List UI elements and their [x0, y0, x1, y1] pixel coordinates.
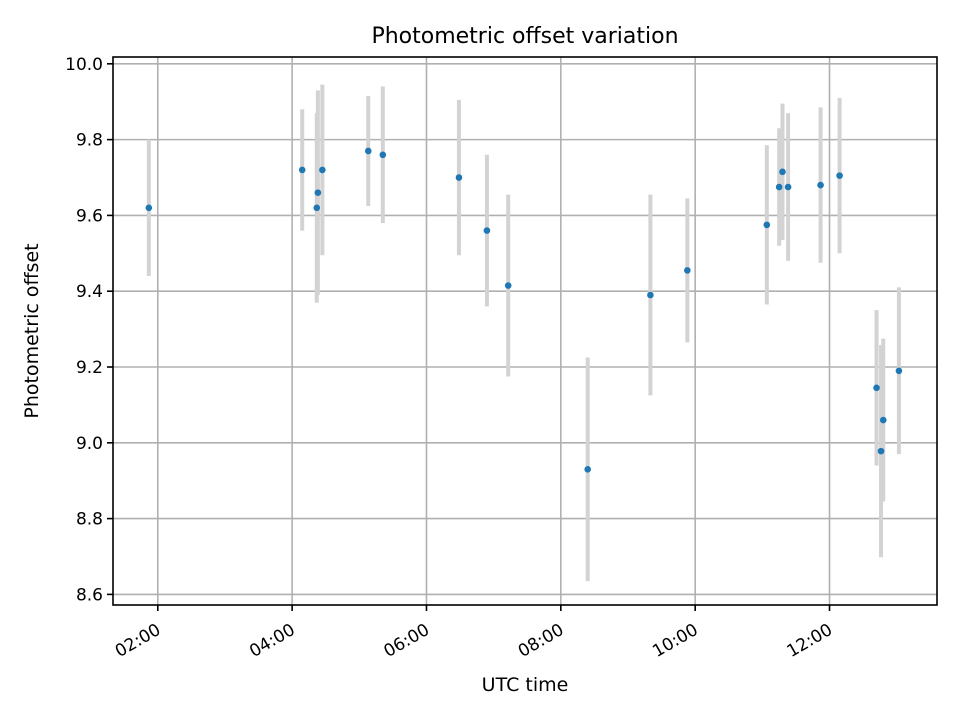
data-point: [483, 227, 491, 234]
x-axis-label: UTC time: [482, 674, 569, 696]
y-tick-label: 9.0: [76, 434, 103, 454]
error-bars: [146, 84, 901, 582]
data-point: [879, 416, 887, 424]
data-point: [836, 172, 843, 179]
axis-ticks: 02:00 04:00 06:00 08:00 10:00 12:00 8.6 8.8 9.0 9…: [65, 55, 836, 662]
data-point: [763, 221, 771, 229]
data-point: [145, 204, 153, 212]
x-tick-label: 12:00: [784, 620, 836, 662]
y-tick-label: 9.2: [76, 358, 103, 378]
data-point: [455, 174, 463, 181]
y-tick-label: 9.8: [76, 131, 103, 151]
y-tick-label: 10.0: [65, 55, 103, 75]
x-tick-label: 08:00: [515, 620, 567, 662]
y-tick-label: 9.4: [76, 282, 103, 302]
data-point: [873, 384, 880, 392]
x-tick-label: 06:00: [381, 620, 433, 662]
data-point: [364, 147, 372, 155]
data-point: [684, 267, 691, 274]
chart-title: Photometric offset variation: [371, 24, 678, 49]
y-axis-label: Photometric offset: [21, 243, 43, 418]
data-point: [313, 204, 321, 212]
data-point: [895, 367, 903, 375]
data-point: [298, 166, 306, 174]
data-point: [584, 466, 591, 473]
data-point: [784, 183, 792, 191]
data-point: [647, 291, 654, 299]
data-points: [145, 147, 903, 473]
data-point: [775, 183, 783, 191]
plot-frame: [112, 56, 938, 606]
data-point: [779, 168, 786, 176]
y-tick-label: 9.6: [76, 206, 103, 226]
grid-lines: [113, 57, 937, 605]
x-tick-label: 02:00: [112, 620, 164, 662]
data-point: [314, 189, 322, 196]
data-point: [877, 447, 885, 455]
data-point: [319, 166, 326, 174]
data-point: [504, 282, 512, 289]
y-tick-label: 8.8: [76, 510, 103, 530]
x-tick-label: 10:00: [649, 620, 701, 662]
data-point: [817, 181, 824, 189]
x-tick-label: 04:00: [246, 620, 298, 662]
y-tick-label: 8.6: [76, 585, 103, 605]
data-point: [379, 151, 387, 159]
